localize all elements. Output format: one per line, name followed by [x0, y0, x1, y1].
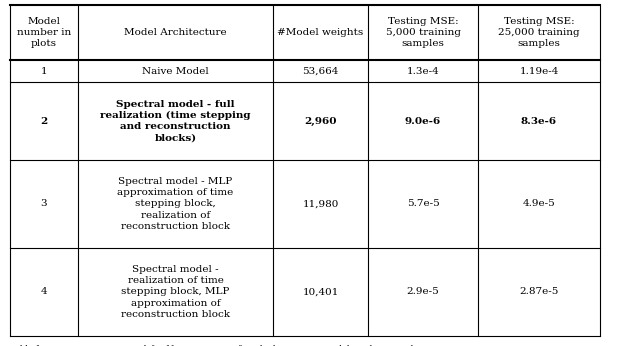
- Text: Table 1: Hyperparameter Search [2, 1]: Comparison of methods in PINNs models wit: Table 1: Hyperparameter Search [2, 1]: C…: [10, 345, 413, 346]
- Text: 5.7e-5: 5.7e-5: [406, 200, 440, 209]
- Text: 1.19e-4: 1.19e-4: [519, 66, 559, 75]
- Text: Testing MSE:
5,000 training
samples: Testing MSE: 5,000 training samples: [385, 17, 461, 48]
- Text: Naive Model: Naive Model: [142, 66, 209, 75]
- Text: 2.87e-5: 2.87e-5: [519, 288, 559, 297]
- Text: 1.3e-4: 1.3e-4: [406, 66, 440, 75]
- Text: 4.9e-5: 4.9e-5: [523, 200, 556, 209]
- Text: 2.9e-5: 2.9e-5: [406, 288, 440, 297]
- Text: 1: 1: [41, 66, 47, 75]
- Text: 3: 3: [41, 200, 47, 209]
- Text: Spectral model - MLP
approximation of time
stepping block,
realization of
recons: Spectral model - MLP approximation of ti…: [117, 177, 234, 231]
- Text: 11,980: 11,980: [302, 200, 339, 209]
- Text: Testing MSE:
25,000 training
samples: Testing MSE: 25,000 training samples: [498, 17, 580, 48]
- Text: 8.3e-6: 8.3e-6: [521, 117, 557, 126]
- Text: 53,664: 53,664: [302, 66, 339, 75]
- Text: Model Architecture: Model Architecture: [124, 28, 227, 37]
- Text: 2,960: 2,960: [304, 117, 337, 126]
- Text: Model
number in
plots: Model number in plots: [17, 17, 71, 48]
- Text: 9.0e-6: 9.0e-6: [405, 117, 441, 126]
- Text: Spectral model - full
realization (time stepping
and reconstruction
blocks): Spectral model - full realization (time …: [100, 100, 251, 142]
- Text: Spectral model -
realization of time
stepping block, MLP
approximation of
recons: Spectral model - realization of time ste…: [121, 265, 230, 319]
- Text: 10,401: 10,401: [302, 288, 339, 297]
- Text: 4: 4: [41, 288, 47, 297]
- Text: #Model weights: #Model weights: [277, 28, 364, 37]
- Text: 2: 2: [40, 117, 47, 126]
